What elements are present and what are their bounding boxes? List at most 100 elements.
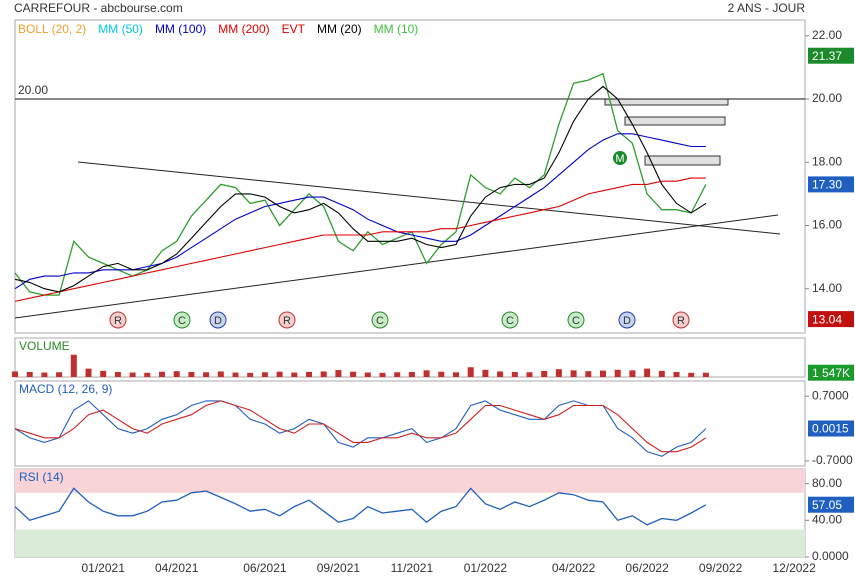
y-tick-label: 80.00 [812,476,842,490]
macd-panel [14,380,806,467]
event: R [278,311,296,329]
line [14,400,707,453]
volume-bar [12,371,18,377]
event-label: C [376,315,384,327]
x-tick-label: 04/2021 [155,561,199,575]
volume-bar [555,369,562,377]
volume-bar [482,369,489,377]
x-tick-label: 09/2022 [699,561,743,575]
volume-bar [217,371,224,377]
event-label: R [677,315,685,327]
event: R [109,311,127,329]
volume-bar [379,372,386,377]
event-label: R [283,315,291,327]
last-value-box [808,364,854,381]
overbought-zone [15,469,805,493]
event-label: C [506,315,514,327]
volume-bar [614,369,621,377]
event: M [613,151,627,165]
volume-bar [276,371,283,377]
volume-bar [56,372,63,377]
volume-bar [70,354,77,377]
volume-bar [408,371,415,377]
volume-bar [438,371,445,377]
legend-entry: MM (10) [374,22,419,36]
event-label: D [214,315,222,327]
y-tick-label: -0.7000 [812,453,853,467]
y-tick-label: 0.7000 [812,388,849,402]
event-label: C [178,315,186,327]
volume-bar [350,371,357,377]
volume-bar [203,372,210,377]
legend-entry: MM (20) [317,22,362,36]
volume-bar [306,371,312,377]
y-tick-label: 20.00 [812,91,842,105]
trendlines [14,161,781,319]
volume-bar [467,367,474,377]
volume-bar [261,372,268,377]
line [14,85,707,293]
legend-entry: MM (50) [98,22,143,36]
last-value-box [808,420,854,437]
volume-bar [453,372,459,377]
last-value-box [808,311,854,328]
zone [604,98,729,106]
event-label: M [615,153,624,165]
event-label: R [114,315,122,327]
volume-bar [100,370,107,377]
volume-bar [320,371,327,377]
volume-bar [159,371,165,377]
last-value-label: 57.05 [812,498,842,512]
legend-entry: EVT [282,22,306,36]
volume-bar [26,371,33,377]
x-tick-label: 01/2021 [82,561,126,575]
legend-entry: MM (100) [155,22,206,36]
last-value-label: 17.30 [812,178,842,192]
support-line [14,214,779,319]
volume-bar [658,370,665,377]
last-value-label: 21.37 [812,49,842,63]
volume-panel [14,337,806,378]
volume-bar [570,370,577,377]
volume-bar [673,371,680,377]
volume-bar [232,372,239,377]
event: C [501,311,519,329]
line [14,487,707,526]
last-value-label: 1 547K [812,366,850,380]
event: C [371,311,389,329]
volume-bar [497,371,504,377]
legend-entry: BOLL (20, 2) [18,22,86,36]
volume-bar [644,368,651,377]
event: C [173,311,191,329]
events: R C D R C C C D R M [109,151,690,329]
event: C [567,311,585,329]
last-value-box [808,176,854,193]
volume-bar [629,370,636,377]
volume-bar [702,372,709,377]
event-label: D [623,315,631,327]
volume-bar [511,371,518,377]
legend-entry: MM (200) [218,22,269,36]
x-tick-label: 09/2021 [317,561,361,575]
event-label: C [572,315,580,327]
volume-bar [173,371,180,377]
line [14,72,707,296]
volume-bar [364,372,371,377]
last-value-label: 0.0015 [812,422,849,436]
volume-bar [423,370,430,377]
y-tick-label: 40.00 [812,513,842,527]
volume-bar [129,372,136,377]
x-tick-label: 11/2021 [391,561,434,575]
event: D [618,311,636,329]
resistance-line [77,161,781,235]
volume-bar [394,372,401,377]
panel-title: MACD (12, 26, 9) [19,382,112,396]
last-value-box [808,47,854,64]
panel-title: VOLUME [19,339,70,353]
x-tick-label: 06/2022 [625,561,669,575]
x-tick-label: 12/2022 [772,561,816,575]
volume-bar [335,370,342,377]
oversold-zone [15,529,805,557]
event: R [672,311,690,329]
x-tick-label: 04/2022 [552,561,596,575]
